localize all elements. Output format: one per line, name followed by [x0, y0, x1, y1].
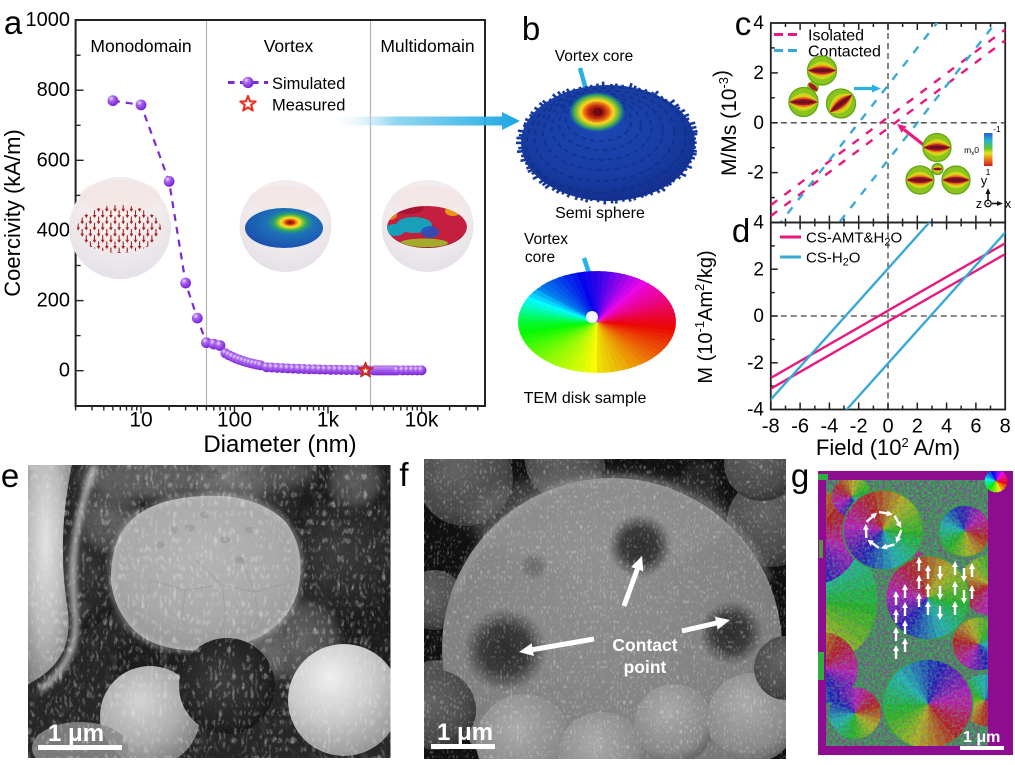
svg-text:-4: -4: [821, 416, 839, 438]
svg-text:z: z: [976, 197, 982, 211]
svg-text:x: x: [1005, 197, 1012, 211]
svg-text:Vortex core: Vortex core: [555, 48, 633, 65]
svg-text:CS-H2O: CS-H2O: [806, 250, 860, 269]
svg-text:4: 4: [753, 13, 764, 34]
svg-text:6: 6: [970, 416, 981, 438]
svg-text:f: f: [399, 456, 409, 493]
svg-text:0: 0: [753, 113, 764, 134]
svg-text:e: e: [1, 457, 19, 494]
svg-text:1000: 1000: [26, 9, 71, 31]
svg-text:10k: 10k: [405, 409, 439, 432]
svg-text:1 μm: 1 μm: [963, 729, 1000, 746]
svg-text:c: c: [735, 5, 752, 42]
svg-text:Measured: Measured: [272, 97, 345, 115]
svg-text:Vortex: Vortex: [264, 36, 314, 56]
svg-text:200: 200: [37, 290, 70, 312]
svg-text:1k: 1k: [317, 409, 340, 432]
svg-text:0: 0: [59, 360, 70, 382]
svg-text:Diameter (nm): Diameter (nm): [203, 431, 356, 458]
svg-text:400: 400: [37, 219, 70, 241]
svg-text:1 μm: 1 μm: [437, 719, 493, 746]
svg-text:Semi sphere: Semi sphere: [555, 205, 645, 222]
svg-text:1: 1: [986, 167, 991, 177]
svg-text:8: 8: [1000, 416, 1011, 438]
svg-text:CS-AMT&H2O: CS-AMT&H2O: [806, 230, 902, 249]
svg-text:Simulated: Simulated: [272, 75, 345, 93]
svg-text:d: d: [732, 212, 750, 249]
svg-text:Isolated: Isolated: [808, 28, 864, 45]
svg-text:Multidomain: Multidomain: [380, 36, 474, 56]
svg-text:core: core: [525, 249, 555, 266]
svg-text:0: 0: [882, 416, 893, 438]
svg-text:4: 4: [753, 213, 764, 234]
svg-text:-2: -2: [850, 416, 868, 438]
svg-text:-2: -2: [747, 353, 764, 374]
svg-text:Field (102 A/m): Field (102 A/m): [816, 435, 960, 460]
svg-text:-1: -1: [993, 124, 1001, 134]
svg-text:Coercivity (kA/m): Coercivity (kA/m): [0, 129, 25, 296]
svg-text:point: point: [624, 657, 667, 677]
svg-text:2: 2: [912, 416, 923, 438]
svg-text:800: 800: [37, 79, 70, 101]
svg-text:M/Ms (10-3): M/Ms (10-3): [710, 70, 741, 176]
svg-text:y: y: [981, 174, 988, 188]
svg-text:10: 10: [129, 409, 152, 432]
svg-text:0: 0: [753, 306, 764, 327]
svg-text:Contact: Contact: [612, 635, 677, 655]
svg-text:2: 2: [753, 259, 764, 280]
svg-text:M (10-1Am2/kg): M (10-1Am2/kg): [692, 250, 717, 383]
svg-text:TEM disk sample: TEM disk sample: [524, 390, 647, 407]
svg-text:4: 4: [941, 416, 952, 438]
svg-text:g: g: [791, 457, 809, 494]
svg-text:-4: -4: [747, 400, 764, 421]
svg-text:Monodomain: Monodomain: [90, 36, 191, 56]
svg-text:1 μm: 1 μm: [48, 720, 104, 747]
svg-text:-2: -2: [747, 163, 764, 184]
svg-text:2: 2: [753, 63, 764, 84]
svg-text:-8: -8: [762, 416, 780, 438]
svg-text:-6: -6: [791, 416, 809, 438]
svg-text:600: 600: [37, 149, 70, 171]
svg-text:Vortex: Vortex: [524, 231, 568, 248]
svg-text:mx0: mx0: [964, 145, 979, 157]
svg-text:100: 100: [217, 409, 252, 432]
svg-text:a: a: [4, 4, 23, 41]
svg-text:b: b: [522, 10, 540, 47]
